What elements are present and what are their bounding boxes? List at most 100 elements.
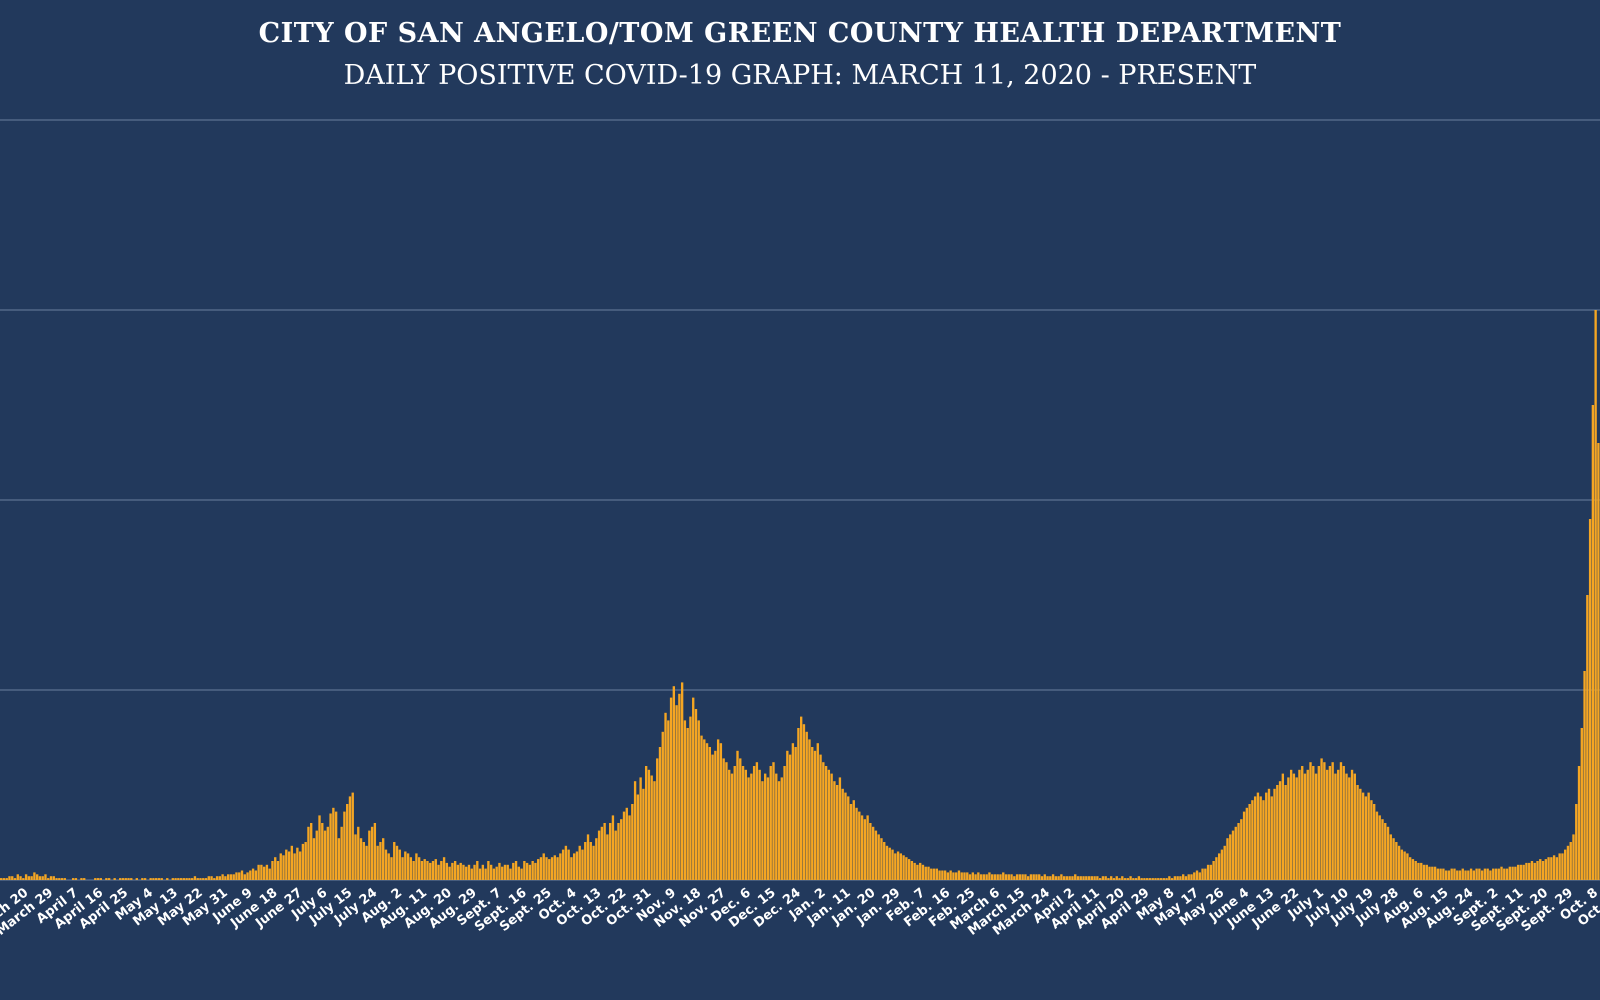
bar: [1289, 769, 1293, 880]
bar: [808, 739, 811, 880]
bar: [523, 861, 526, 880]
bar: [1511, 866, 1514, 880]
bar: [1309, 762, 1312, 880]
bar: [409, 857, 413, 880]
bar: [1217, 853, 1221, 880]
bar: [143, 878, 147, 880]
bar: [301, 843, 305, 880]
bar: [1165, 878, 1168, 880]
bar: [761, 781, 764, 880]
bar: [692, 697, 695, 880]
bar: [1206, 864, 1210, 880]
bar: [1552, 855, 1556, 880]
bar: [459, 862, 462, 880]
bar: [642, 788, 645, 880]
bar: [473, 864, 476, 880]
bar: [1276, 785, 1279, 880]
bar: [298, 851, 302, 880]
bar: [542, 853, 545, 880]
bar: [1209, 864, 1213, 880]
bar: [636, 794, 640, 880]
bar: [534, 862, 537, 880]
bar: [379, 842, 382, 880]
bar: [609, 823, 612, 880]
bar: [1492, 868, 1495, 880]
bar: [141, 878, 144, 880]
bar: [1245, 807, 1249, 880]
bar: [966, 872, 969, 880]
bar: [794, 747, 797, 880]
bar: [1334, 773, 1337, 880]
bar: [1079, 876, 1082, 880]
bar: [365, 845, 368, 880]
bar: [193, 876, 197, 880]
bar: [979, 874, 983, 880]
bar: [1505, 868, 1509, 880]
bar: [811, 747, 814, 880]
bar: [27, 876, 31, 880]
bar: [1154, 878, 1157, 880]
bars: [0, 310, 1600, 880]
bar: [611, 815, 615, 880]
bar: [296, 847, 299, 880]
bar: [204, 878, 208, 880]
bar: [664, 712, 667, 880]
bar: [935, 868, 938, 880]
bar: [797, 728, 800, 880]
bar: [1431, 866, 1434, 880]
bar: [202, 878, 205, 880]
bar: [1503, 868, 1506, 880]
bar: [1486, 868, 1489, 880]
bar: [747, 777, 750, 880]
bar: [1580, 728, 1583, 880]
bar: [33, 872, 36, 880]
bar: [835, 785, 839, 880]
bar: [921, 864, 925, 880]
bar: [913, 862, 916, 880]
bar: [949, 870, 952, 880]
bar: [1384, 823, 1387, 880]
bar: [1467, 870, 1470, 880]
bar: [1065, 876, 1069, 880]
bar: [1223, 845, 1226, 880]
bar: [733, 766, 736, 880]
bar: [315, 830, 318, 880]
bar: [99, 878, 102, 880]
bar: [838, 777, 842, 880]
bar: [689, 716, 692, 880]
bar: [1301, 766, 1304, 880]
bar: [323, 830, 327, 880]
bar: [991, 874, 994, 880]
bar: [1021, 874, 1024, 880]
bar: [927, 866, 930, 880]
bar: [44, 874, 47, 880]
bar: [376, 845, 379, 880]
bar: [199, 878, 202, 880]
bar: [293, 853, 296, 880]
bar: [968, 874, 972, 880]
bar: [1204, 868, 1207, 880]
bar: [1475, 868, 1478, 880]
bar: [805, 731, 808, 880]
bar: [127, 878, 130, 880]
bar: [155, 878, 158, 880]
bar: [24, 874, 28, 880]
bar: [1040, 876, 1044, 880]
bar: [1303, 773, 1307, 880]
bar: [55, 878, 58, 880]
bar: [179, 878, 183, 880]
bar: [1002, 872, 1005, 880]
bar: [1107, 878, 1110, 880]
bar: [739, 758, 742, 880]
bar: [1583, 671, 1586, 880]
bar: [907, 859, 911, 880]
bar: [802, 724, 806, 880]
bar: [1043, 874, 1046, 880]
bar: [1472, 870, 1476, 880]
bar: [509, 868, 512, 880]
bar: [1439, 868, 1442, 880]
bar: [1096, 876, 1099, 880]
bar: [775, 773, 778, 880]
bar: [337, 838, 341, 880]
bar: [1193, 872, 1196, 880]
